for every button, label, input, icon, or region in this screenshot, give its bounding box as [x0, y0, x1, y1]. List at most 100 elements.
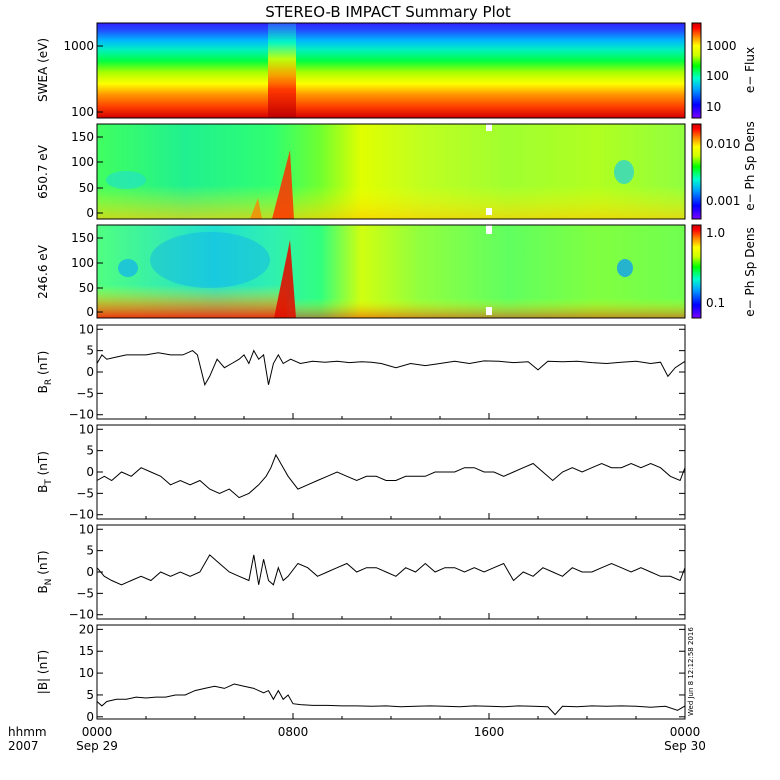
pad-246-ytick-label: 150 — [71, 231, 94, 245]
time-axis-corner-label: 2007 — [8, 739, 39, 753]
br-panel: 10 5 0 −5 −10 BR (nT) — [36, 322, 686, 422]
swea-ytick-label: 1000 — [63, 39, 94, 53]
bt-ylabel: BT (nT) — [36, 451, 54, 493]
pad-246-heatmap-patch — [118, 259, 138, 277]
pad-246-colorbar-label: e− Ph Sp Dens — [743, 227, 757, 316]
pad-650-heatmap-spike — [272, 150, 294, 219]
swea-colorbar-tick: 10 — [706, 100, 721, 114]
swea-colorbar-tick: 100 — [706, 69, 729, 83]
swea-spectrogram-panel: 1000 100 SWEA (eV) 1000 100 10 e− Flux — [36, 22, 757, 119]
bmag-ylabel: |B| (nT) — [36, 650, 50, 694]
swea-colorbar — [692, 23, 701, 118]
pad-246-spectrogram-panel: 150 100 50 0 246.6 eV 1.0 0.1 e− Ph Sp D… — [36, 224, 757, 319]
pad-650-heatmap-patch — [106, 171, 146, 189]
bn-ytick-label: 10 — [79, 522, 94, 536]
swea-heatmap-enhancement — [268, 23, 296, 118]
pad-246-colorbar-tick: 0.1 — [706, 296, 725, 310]
pad-246-colorbar-tick: 1.0 — [706, 226, 725, 240]
pad-650-frame — [96, 123, 686, 220]
pad-246-ytick-label: 100 — [71, 256, 94, 270]
pad-246-ylabel: 246.6 eV — [36, 244, 50, 299]
bn-series-line — [96, 554, 686, 586]
bt-ytick-label: 0 — [86, 465, 94, 479]
pad-246-frame — [96, 224, 686, 319]
time-axis-corner-label: hhmm — [8, 725, 47, 739]
br-ytick-label: −10 — [69, 408, 94, 422]
pad-246-data-gap — [486, 225, 492, 234]
pad-650-ylabel: 650.7 eV — [36, 144, 50, 199]
swea-ylabel: SWEA (eV) — [36, 38, 50, 102]
bmag-ytick-label: 15 — [79, 644, 94, 658]
time-tick-label: 0800 — [278, 725, 309, 739]
magnetic-field-panels: 10 5 0 −5 −10 BR (nT) 10 5 0 −5 −10 BT (nT) 10 5 0 −5 −1… — [36, 322, 686, 724]
br-ytick-label: 0 — [86, 365, 94, 379]
pad-650-ytick-label: 100 — [71, 155, 94, 169]
pad-650-colorbar-tick: 0.001 — [706, 194, 740, 208]
pad-246-heatmap-lowpitch — [97, 285, 287, 318]
bn-ytick-label: −5 — [76, 586, 94, 600]
swea-colorbar-tick: 1000 — [706, 39, 737, 53]
plot-title: STEREO-B IMPACT Summary Plot — [265, 3, 511, 21]
pad-650-colorbar-tick: 0.010 — [706, 137, 740, 151]
bn-ytick-label: 5 — [86, 544, 94, 558]
bmag-series-line — [96, 683, 686, 716]
br-ylabel: BR (nT) — [36, 351, 54, 394]
pad-650-ytick-label: 50 — [79, 181, 94, 195]
time-tick-date: Sep 30 — [664, 739, 706, 753]
swea-frame — [96, 22, 686, 119]
pad-650-colorbar — [692, 124, 701, 219]
br-frame — [96, 324, 686, 420]
swea-ytick-label: 100 — [71, 105, 94, 119]
pad-650-data-gap — [486, 208, 492, 215]
pad-650-heatmap-lowpitch — [97, 185, 685, 219]
time-tick-label: 0000 — [82, 725, 113, 739]
time-tick-date: Sep 29 — [76, 739, 118, 753]
bmag-frame — [96, 624, 686, 720]
bn-ytick-label: 0 — [86, 565, 94, 579]
bmag-ytick-label: 20 — [79, 622, 94, 636]
bn-panel: 10 5 0 −5 −10 BN (nT) — [36, 522, 686, 622]
bt-panel: 10 5 0 −5 −10 BT (nT) — [36, 422, 686, 522]
br-ytick-label: 10 — [79, 322, 94, 336]
bmag-ytick-label: 10 — [79, 666, 94, 680]
bt-ytick-label: 10 — [79, 422, 94, 436]
pad-246-ytick-label: 50 — [79, 281, 94, 295]
bt-frame — [96, 424, 686, 520]
swea-heatmap — [97, 23, 685, 118]
bmag-ytick-label: 0 — [86, 710, 94, 724]
time-tick-label: 1600 — [474, 725, 505, 739]
pad-650-heatmap-spike — [250, 198, 262, 219]
pad-650-colorbar-frame — [691, 123, 702, 220]
bt-ytick-label: −5 — [76, 486, 94, 500]
pad-246-heatmap-patch — [617, 259, 633, 277]
br-ytick-label: 5 — [86, 344, 94, 358]
generation-timestamp: Wed Jun 8 12:12:58 2016 — [687, 627, 695, 716]
bn-frame — [96, 524, 686, 620]
pad-650-heatmap-patch — [614, 160, 634, 184]
br-series-line — [96, 349, 686, 387]
bn-ylabel: BN (nT) — [36, 550, 54, 593]
time-tick-label: 0000 — [670, 725, 701, 739]
pad-246-data-gap — [486, 307, 492, 315]
pad-650-ytick-label: 150 — [71, 130, 94, 144]
br-ytick-label: −5 — [76, 386, 94, 400]
swea-colorbar-frame — [691, 22, 702, 119]
bt-series-line — [96, 453, 686, 499]
pad-246-heatmap-patch — [150, 232, 270, 288]
pad-650-spectrogram-panel: 150 100 50 0 650.7 eV 0.010 0.001 e− Ph … — [36, 121, 757, 220]
bmag-panel: 20 15 10 5 0 |B| (nT) — [36, 622, 686, 724]
pad-246-colorbar — [692, 225, 701, 318]
pad-246-colorbar-frame — [691, 224, 702, 319]
pad-246-heatmap-spike — [274, 240, 296, 318]
time-axis: hhmm 2007 0000 Sep 29 0800 1600 0000 Sep… — [8, 725, 706, 753]
pad-650-data-gap — [486, 124, 492, 131]
bt-ytick-label: 5 — [86, 444, 94, 458]
bn-ytick-label: −10 — [69, 608, 94, 622]
pad-650-ytick-label: 0 — [86, 206, 94, 220]
pad-650-colorbar-label: e− Ph Sp Dens — [743, 121, 757, 210]
bmag-ytick-label: 5 — [86, 688, 94, 702]
pad-246-ytick-label: 0 — [86, 305, 94, 319]
swea-colorbar-label: e− Flux — [743, 47, 757, 93]
bt-ytick-label: −10 — [69, 508, 94, 522]
